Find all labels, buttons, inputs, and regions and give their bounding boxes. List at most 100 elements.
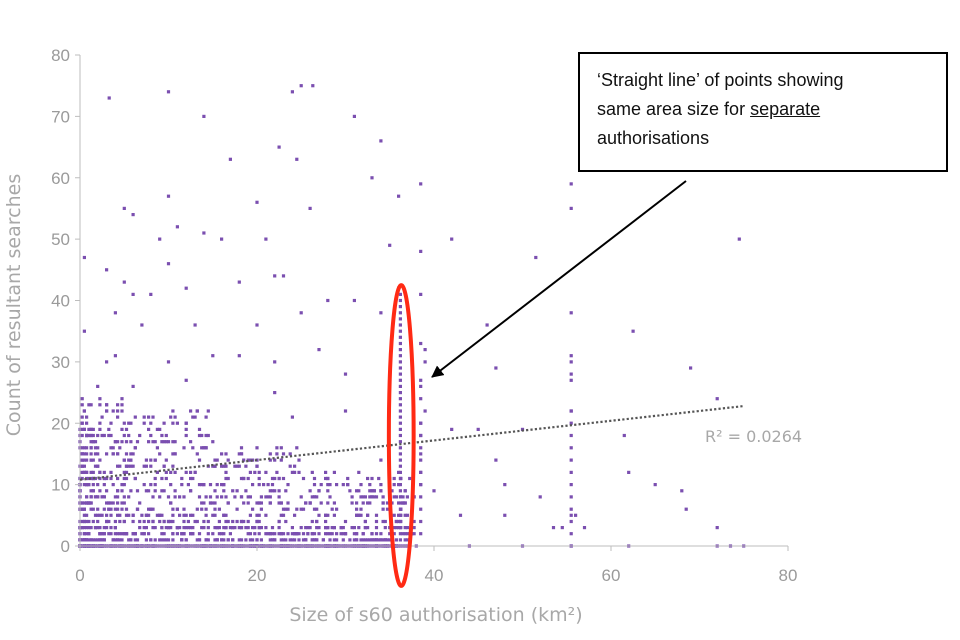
data-point <box>293 470 297 474</box>
data-point <box>162 440 166 444</box>
data-point <box>306 532 310 536</box>
data-point <box>107 433 111 438</box>
data-point <box>105 489 109 493</box>
data-point <box>82 427 86 431</box>
data-point <box>211 532 215 536</box>
data-point <box>326 526 330 530</box>
data-point <box>398 458 402 462</box>
data-point <box>140 532 144 536</box>
data-point <box>82 519 86 524</box>
data-point <box>105 513 109 517</box>
data-point <box>173 452 177 456</box>
data-point <box>398 329 402 333</box>
data-point <box>105 501 109 505</box>
data-point <box>116 501 120 505</box>
data-point <box>124 427 129 431</box>
data-point <box>312 532 317 536</box>
data-point <box>324 476 328 481</box>
data-point <box>87 433 91 438</box>
data-point <box>419 182 423 186</box>
data-point <box>392 526 396 530</box>
data-point <box>89 526 93 530</box>
data-point <box>120 440 124 444</box>
data-point <box>91 519 95 524</box>
data-point <box>226 476 230 481</box>
data-point <box>160 489 164 493</box>
data-point <box>124 532 129 536</box>
data-point <box>118 513 122 517</box>
data-point <box>335 483 339 487</box>
data-point <box>173 415 177 419</box>
data-point <box>408 476 412 481</box>
data-point <box>147 519 151 524</box>
data-point <box>737 237 741 241</box>
data-point <box>89 476 93 481</box>
data-point <box>341 538 345 542</box>
data-point <box>317 532 321 536</box>
data-point <box>109 476 113 481</box>
data-point <box>122 476 126 481</box>
data-point <box>80 458 84 462</box>
y-tick-label: 60 <box>51 169 70 188</box>
data-point <box>574 513 578 517</box>
data-point <box>308 206 312 210</box>
data-point <box>273 489 277 493</box>
data-point <box>279 446 283 450</box>
data-point <box>127 433 131 438</box>
data-point <box>113 440 117 444</box>
data-point <box>357 513 361 517</box>
data-point <box>275 452 279 456</box>
data-point <box>85 458 89 462</box>
data-point <box>233 464 237 468</box>
data-point <box>257 526 261 530</box>
data-point <box>264 237 268 241</box>
data-point <box>189 526 193 530</box>
data-point <box>122 501 126 505</box>
data-point <box>220 452 224 456</box>
data-point <box>368 495 372 499</box>
data-point <box>82 446 86 450</box>
data-point <box>166 519 171 524</box>
data-point <box>85 421 89 425</box>
data-point <box>160 526 164 530</box>
data-point <box>107 507 111 511</box>
data-point <box>85 446 89 450</box>
data-point <box>213 501 217 505</box>
data-point <box>80 538 84 542</box>
data-point <box>257 501 261 505</box>
data-point <box>569 206 573 210</box>
data-point <box>96 538 100 542</box>
data-point <box>213 526 217 530</box>
data-point <box>80 519 84 524</box>
data-point <box>89 501 93 505</box>
data-point <box>195 507 199 511</box>
data-point <box>124 507 129 511</box>
data-point <box>231 519 235 524</box>
data-point <box>299 526 303 530</box>
data-point <box>242 519 246 524</box>
data-point <box>160 538 164 542</box>
data-point <box>403 489 407 493</box>
data-point <box>80 501 84 505</box>
data-point <box>217 507 221 511</box>
data-point <box>166 194 171 198</box>
data-point <box>113 354 117 358</box>
data-point <box>343 372 348 376</box>
data-point <box>569 519 573 524</box>
data-point <box>197 495 202 499</box>
data-point <box>182 513 186 517</box>
data-point <box>312 538 317 542</box>
data-point <box>200 483 204 487</box>
data-point <box>343 409 348 413</box>
data-point <box>193 470 197 474</box>
data-point <box>100 532 104 536</box>
data-point <box>350 495 354 499</box>
data-point <box>100 433 104 438</box>
data-point <box>394 495 398 499</box>
data-point <box>324 513 328 517</box>
data-point <box>80 427 84 431</box>
data-point <box>144 489 148 493</box>
data-point <box>91 489 95 493</box>
data-point <box>184 378 188 382</box>
data-point <box>569 372 573 376</box>
